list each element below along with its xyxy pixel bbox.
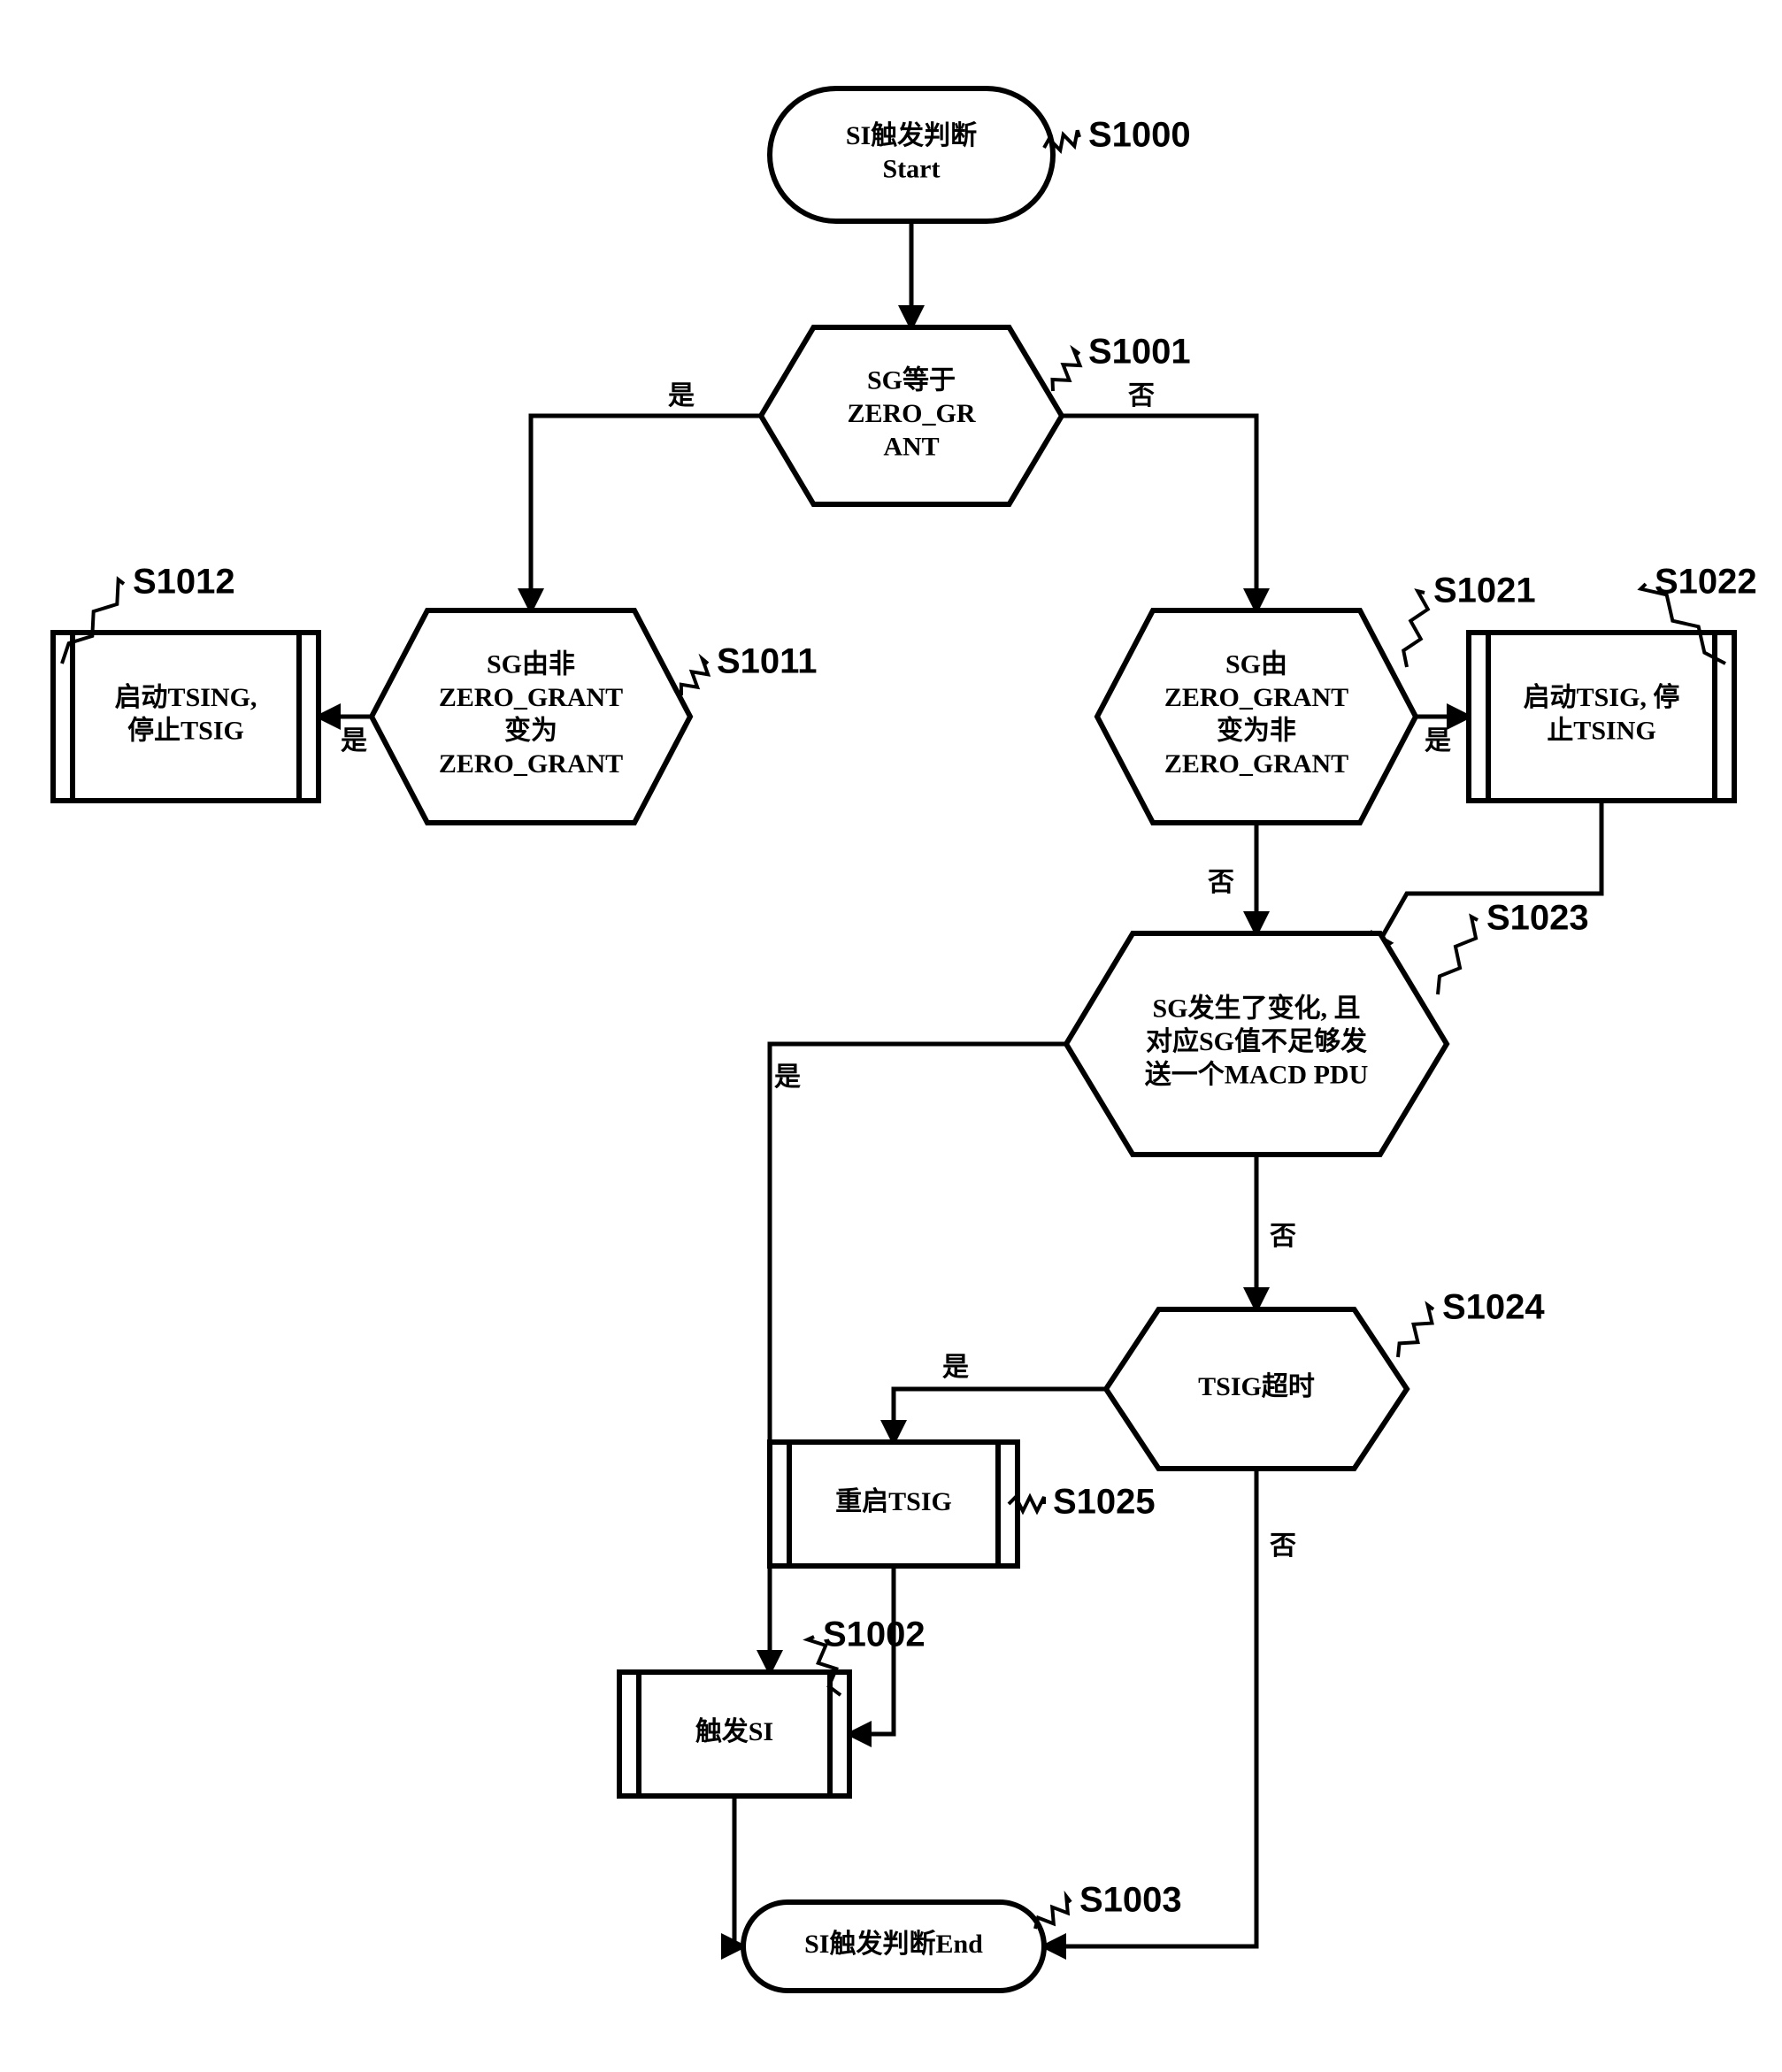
edge-label: 否	[1208, 868, 1234, 897]
node-text: SI触发判断	[846, 121, 977, 150]
step-label: S1012	[133, 563, 235, 602]
flowchart-canvas: 是否是是否是否是否SI触发判断StartS1000SG等于ZERO_GRANTS…	[0, 0, 1782, 2072]
node-text: SG发生了变化, 且	[1152, 993, 1360, 1023]
step-label: S1002	[823, 1615, 926, 1654]
node-text: TSIG超时	[1198, 1372, 1315, 1401]
node-text: 送一个MACD PDU	[1145, 1060, 1368, 1089]
flow-edge	[1062, 416, 1256, 610]
edge-label: 是	[668, 381, 695, 411]
node-text: 重启TSIG	[835, 1487, 952, 1516]
step-label: S1011	[717, 642, 817, 681]
edge-label: 是	[942, 1353, 969, 1382]
node-text: ZERO_GR	[847, 399, 975, 428]
flow-edge	[1044, 1469, 1256, 1946]
node-text: 触发SI	[695, 1717, 773, 1746]
step-label: S1021	[1433, 572, 1536, 610]
step-label: S1003	[1079, 1881, 1182, 1920]
step-label: S1022	[1655, 563, 1757, 602]
node-text: ZERO_GRANT	[1164, 683, 1348, 712]
step-label: S1001	[1088, 333, 1191, 372]
node-text: 止TSING	[1547, 717, 1655, 746]
step-label: S1024	[1442, 1288, 1545, 1327]
edge-label: 否	[1128, 381, 1155, 411]
node-text: SG由	[1225, 650, 1287, 679]
flow-edge	[894, 1389, 1106, 1442]
node-text: 变为	[504, 716, 557, 746]
node-text: 对应SG值不足够发	[1146, 1026, 1367, 1056]
flow-edge	[770, 1044, 1066, 1504]
node-text: SG由非	[487, 650, 575, 679]
node-text: 变为非	[1217, 716, 1296, 746]
step-label: S1023	[1486, 899, 1589, 938]
step-label: S1000	[1088, 116, 1191, 155]
node-text: ZERO_GRANT	[439, 749, 623, 779]
node-text: SG等于	[867, 365, 956, 395]
flow-edge	[531, 416, 761, 610]
node-text: Start	[883, 155, 941, 184]
node-text: ZERO_GRANT	[439, 683, 623, 712]
node-text: ZERO_GRANT	[1164, 749, 1348, 779]
edge-label: 否	[1270, 1222, 1296, 1251]
node-text: SI触发判断End	[804, 1930, 983, 1959]
edge-label: 是	[341, 726, 367, 756]
edge-label: 是	[1425, 726, 1451, 756]
node-text: 启动TSIG, 停	[1524, 683, 1680, 712]
flow-edge	[734, 1796, 743, 1946]
node-text: 停止TSIG	[127, 717, 244, 746]
edge-label: 否	[1270, 1531, 1296, 1561]
edge-label: 是	[774, 1063, 801, 1092]
step-label: S1025	[1053, 1483, 1156, 1522]
node-text: ANT	[883, 432, 939, 461]
node-text: 启动TSING,	[115, 683, 257, 712]
